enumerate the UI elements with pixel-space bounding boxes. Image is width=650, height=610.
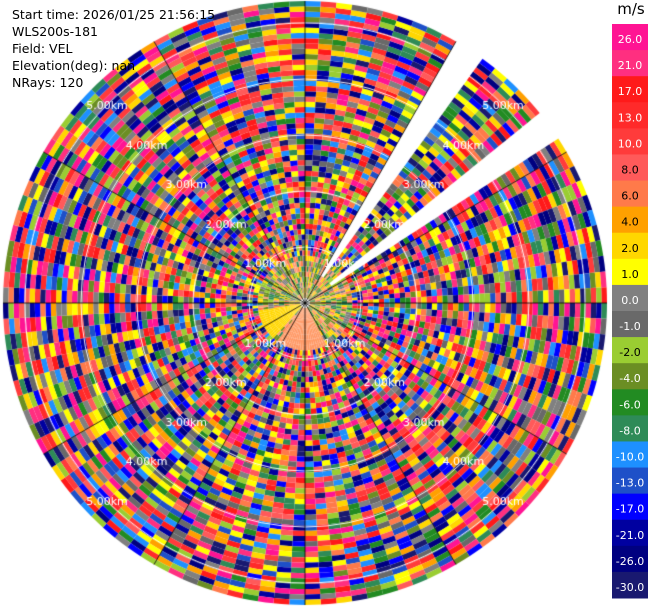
info-panel: Start time: 2026/01/25 21:56:15 WLS200s-…	[12, 6, 215, 91]
colorbar-tick-label: 21.0	[618, 59, 643, 72]
colorbar-tick-label: 4.0	[621, 216, 639, 229]
colorbar-swatch	[612, 389, 648, 416]
colorbar-tick-label: 1.0	[621, 268, 639, 281]
colorbar-swatch	[612, 337, 648, 364]
colorbar-tick-label: -1.0	[619, 320, 640, 333]
elevation-text: Elevation(deg): nan	[12, 58, 136, 73]
colorbar-tick-label: -8.0	[619, 424, 640, 437]
colorbar-swatch	[612, 232, 648, 260]
colorbar-swatch	[612, 76, 648, 103]
colorbar-tick-label: -26.0	[616, 555, 644, 568]
colorbar-swatch	[612, 545, 648, 573]
colorbar-swatch	[612, 467, 648, 495]
colorbar: 26.0 21.0 17.0 13.0 10.0 8.0 6.0 4.0 2.0 1.0 0.0 -1…	[612, 24, 648, 599]
colorbar-swatch	[612, 571, 648, 599]
colorbar-unit: m/s	[617, 0, 645, 18]
colorbar-tick-label: 0.0	[621, 294, 639, 307]
colorbar-swatch	[612, 102, 648, 129]
colorbar-swatch	[612, 493, 648, 521]
colorbar-swatch	[612, 519, 648, 547]
colorbar-tick-label: -2.0	[619, 346, 640, 359]
colorbar-swatch	[612, 128, 648, 155]
colorbar-swatch	[612, 258, 648, 286]
colorbar-swatch	[612, 415, 648, 442]
colorbar-tick-label: 8.0	[621, 164, 639, 177]
colorbar-tick-label: 6.0	[621, 190, 639, 203]
colorbar-tick-label: -6.0	[619, 398, 640, 411]
colorbar-tick-label: -13.0	[616, 477, 644, 490]
colorbar-tick-label: -17.0	[616, 503, 644, 516]
colorbar-tick-label: 10.0	[618, 137, 643, 150]
nrays-text: NRays: 120	[12, 75, 84, 90]
colorbar-swatch	[612, 363, 648, 390]
colorbar-tick-label: -4.0	[619, 372, 640, 385]
colorbar-tick-label: 26.0	[618, 33, 643, 46]
colorbar-swatch	[612, 154, 648, 182]
field-text: Field: VEL	[12, 41, 73, 56]
colorbar-tick-label: 2.0	[621, 242, 639, 255]
colorbar-tick-label: 17.0	[618, 85, 643, 98]
colorbar-tick-label: -30.0	[616, 581, 644, 594]
colorbar-swatch	[612, 180, 648, 208]
colorbar-tick-label: -10.0	[616, 451, 644, 464]
colorbar-swatch	[612, 24, 648, 51]
colorbar-swatch	[612, 441, 648, 469]
start-time-text: Start time: 2026/01/25 21:56:15	[12, 7, 216, 22]
colorbar-tick-label: -21.0	[616, 529, 644, 542]
colorbar-swatch	[612, 206, 648, 234]
colorbar-swatch	[612, 311, 648, 338]
station-text: WLS200s-181	[12, 24, 98, 39]
colorbar-tick-label: 13.0	[618, 111, 643, 124]
colorbar-swatch	[612, 50, 648, 77]
colorbar-swatch	[612, 284, 648, 312]
